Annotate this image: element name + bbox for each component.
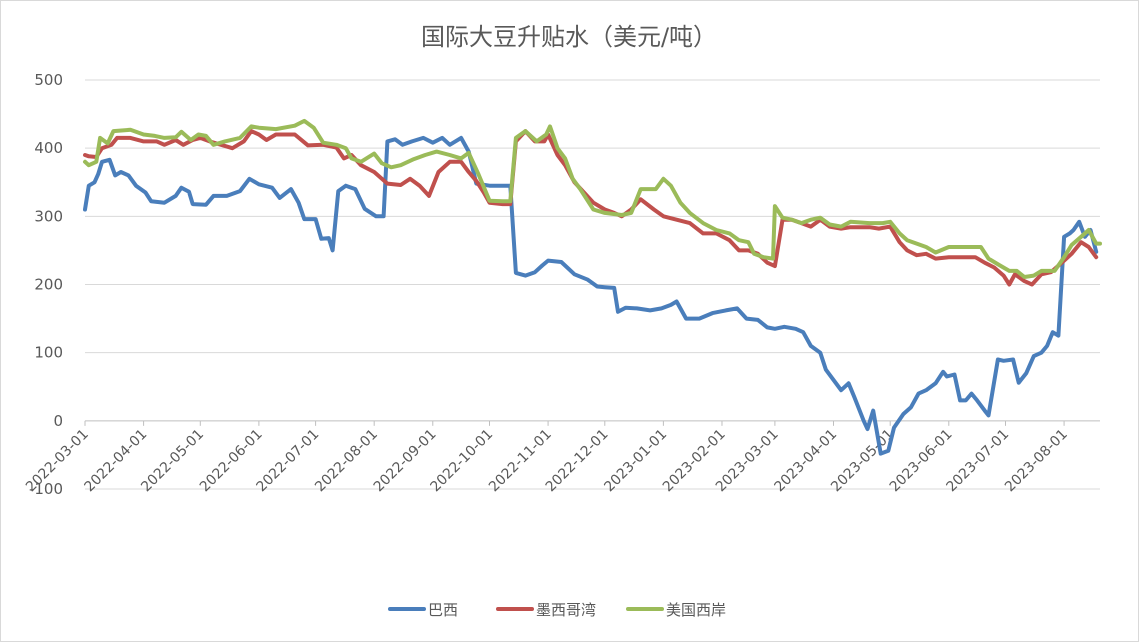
series-line-1 [83, 135, 1099, 456]
y-tick-label: 300 [34, 207, 63, 225]
legend-label: 墨西哥湾 [536, 601, 596, 619]
x-tick-label: 2023-08-01 [1002, 426, 1071, 495]
series-lines [83, 118, 1102, 456]
gridlines [85, 79, 1100, 490]
x-axis-tick-labels: 2022-03-012022-04-012022-05-012022-06-01… [23, 426, 1071, 495]
chart-title: 国际大豆升贴水（美元/吨） [421, 23, 717, 51]
y-tick-label: 400 [34, 139, 63, 157]
x-axis [84, 420, 1100, 426]
y-axis-tick-labels: -100 0 100 200 300 400 500 [29, 71, 63, 498]
y-tick-label: -100 [29, 480, 63, 498]
y-tick-label: 0 [53, 412, 63, 430]
legend-label: 美国西岸 [666, 601, 726, 619]
legend: 巴西 墨西哥湾 美国西岸 [388, 601, 726, 619]
y-tick-label: 100 [34, 344, 63, 362]
legend-label: 巴西 [428, 601, 458, 619]
series-line-3 [83, 118, 1102, 279]
y-tick-label: 500 [34, 71, 63, 89]
y-tick-label: 200 [34, 276, 63, 294]
